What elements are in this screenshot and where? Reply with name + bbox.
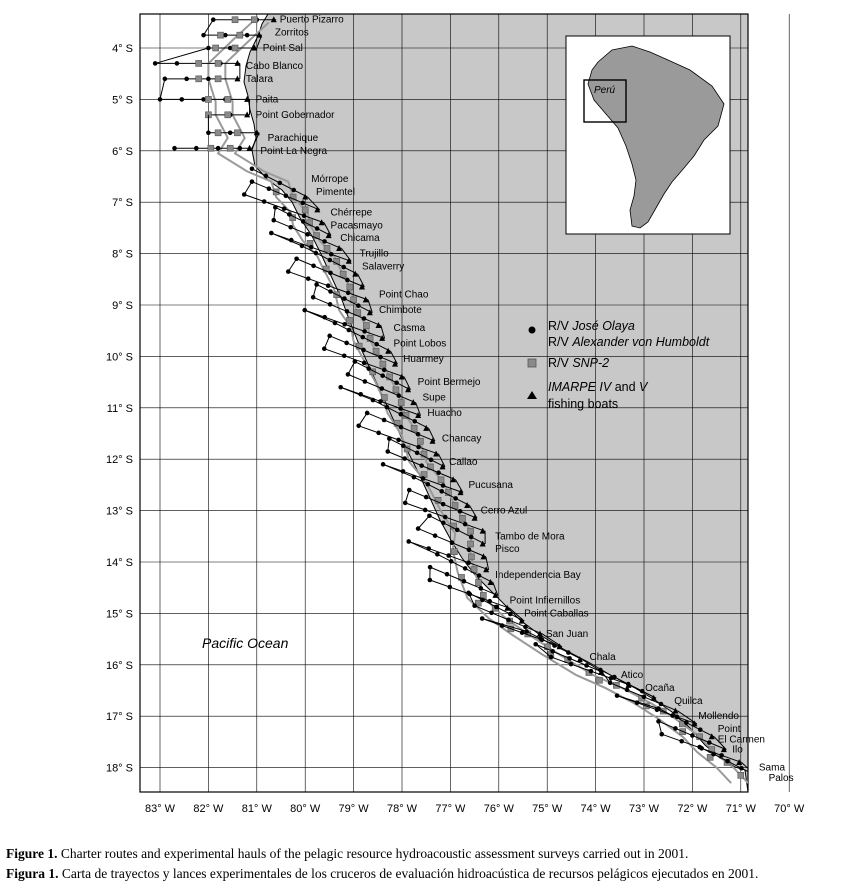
- lat-tick-label: 11° S: [107, 403, 133, 415]
- place-label: Chicama: [340, 233, 380, 244]
- legend-square-symbol: [527, 358, 537, 368]
- place-label: Huarmey: [403, 354, 444, 365]
- place-label: Trujillo: [360, 249, 390, 260]
- lat-tick-label: 6° S: [112, 146, 133, 158]
- place-label: Atico: [621, 670, 644, 681]
- inset-peru-label: Perú: [594, 85, 616, 96]
- lon-tick-label: 80° W: [290, 803, 321, 815]
- place-label: El Carmen: [718, 734, 765, 745]
- legend-humboldt: R/V Alexander von Humboldt: [548, 335, 710, 349]
- place-label: Palos: [769, 773, 794, 784]
- lon-tick-label: 83° W: [145, 803, 176, 815]
- lat-tick-label: 17° S: [106, 711, 133, 723]
- caption-spanish-label: Figura 1.: [6, 866, 59, 881]
- place-label: Callao: [449, 457, 478, 468]
- lon-tick-label: 81° W: [242, 803, 273, 815]
- caption-english: Figure 1. Charter routes and experimenta…: [6, 846, 688, 862]
- lon-tick-label: 73° W: [629, 803, 660, 815]
- place-label: San Juan: [546, 629, 588, 640]
- caption-spanish-text: Carta de trayectos y lances experimental…: [58, 866, 759, 881]
- peru-inset-box: [583, 79, 627, 123]
- place-label: Point Lobos: [393, 339, 446, 350]
- lat-tick-label: 13° S: [106, 506, 133, 518]
- place-label: Salaverry: [362, 261, 404, 272]
- lat-tick-label: 9° S: [112, 300, 133, 312]
- place-label: Sama: [759, 763, 786, 774]
- place-label: Pimentel: [316, 187, 355, 198]
- lon-tick-label: 82° W: [193, 803, 224, 815]
- place-label: Point Gobernador: [256, 110, 336, 121]
- lon-tick-label: 72° W: [677, 803, 708, 815]
- place-label: Huacho: [427, 408, 462, 419]
- place-label: Zorritos: [275, 28, 309, 39]
- place-label: Ocaña: [645, 683, 675, 694]
- place-label: Pacasmayo: [331, 220, 384, 231]
- lat-tick-label: 18° S: [106, 763, 133, 775]
- lat-tick-label: 12° S: [106, 454, 133, 466]
- lat-tick-label: 14° S: [106, 557, 133, 569]
- south-america-shape: [587, 45, 725, 229]
- legend-snp2: R/V SNP-2: [548, 356, 609, 370]
- place-label: Point Infiernillos: [510, 596, 581, 607]
- place-label: Chala: [590, 652, 617, 663]
- lat-tick-label: 15° S: [106, 608, 133, 620]
- place-label: Point Sal: [263, 43, 303, 54]
- legend-triangle-symbol: [527, 391, 537, 399]
- place-label: Mórrope: [311, 174, 349, 185]
- map-frame: [139, 13, 749, 793]
- legend: R/V José Olaya R/V Alexander von Humbold…: [527, 319, 710, 411]
- place-label: Puerto Pizarro: [280, 15, 344, 26]
- place-label: Quilca: [674, 696, 703, 707]
- lat-tick-label: 7° S: [112, 197, 133, 209]
- lon-tick-label: 77° W: [435, 803, 466, 815]
- ocean-label: Pacific Ocean: [202, 635, 289, 651]
- place-label: Cabo Blanco: [246, 61, 304, 72]
- lon-tick-label: 75° W: [532, 803, 563, 815]
- place-label: Point: [718, 724, 741, 735]
- place-label: Chancay: [442, 434, 481, 445]
- place-label: Point Chao: [379, 290, 429, 301]
- place-label: Point Caballas: [524, 608, 588, 619]
- place-label: Casma: [393, 323, 425, 334]
- place-label: Cerro Azul: [481, 506, 528, 517]
- lon-tick-label: 76° W: [484, 803, 515, 815]
- lon-tick-label: 71° W: [726, 803, 757, 815]
- place-label: Chimbote: [379, 305, 422, 316]
- legend-olaya: R/V José Olaya: [548, 319, 635, 333]
- inset-map: Perú: [565, 35, 731, 235]
- place-label: Paita: [256, 94, 279, 105]
- place-label: Independencia Bay: [495, 570, 581, 581]
- caption-english-label: Figure 1.: [6, 846, 58, 861]
- place-label: Tambo de Mora: [495, 531, 565, 542]
- legend-fishing-boats: fishing boats: [548, 397, 618, 411]
- place-label: Ilo: [732, 745, 743, 756]
- lat-tick-label: 8° S: [112, 249, 133, 261]
- place-label: Chérrepe: [331, 207, 373, 218]
- lat-tick-label: 16° S: [106, 660, 133, 672]
- lat-tick-label: 4° S: [112, 43, 133, 55]
- legend-imarpe: IMARPE IV and V: [548, 380, 649, 394]
- place-label: Supe: [423, 393, 447, 404]
- caption-english-text: Charter routes and experimental hauls of…: [57, 846, 689, 861]
- place-label: Parachique: [268, 133, 319, 144]
- lon-tick-label: 79° W: [339, 803, 370, 815]
- lon-tick-label: 74° W: [581, 803, 612, 815]
- survey-map: Puerto Pizarro Zorritos Point Sal Cabo Blan…: [106, 13, 805, 815]
- place-label: Mollendo: [698, 711, 739, 722]
- survey-routes: [152, 16, 748, 784]
- place-label: Point La Negra: [260, 146, 327, 157]
- place-label: Talara: [246, 74, 274, 85]
- caption-spanish: Figura 1. Carta de trayectos y lances ex…: [6, 866, 758, 882]
- lat-tick-label: 5° S: [112, 94, 133, 106]
- axis-ticks: 4° S 5° S 6° S 7° S 8° S 9° S 10° S 11° S 12° S 1…: [106, 43, 805, 815]
- lon-tick-label: 70° W: [774, 803, 805, 815]
- place-label: Pucusana: [469, 480, 514, 491]
- lon-tick-label: 78° W: [387, 803, 418, 815]
- place-labels: Puerto Pizarro Zorritos Point Sal Cabo Blan…: [246, 15, 794, 784]
- legend-circle-symbol: [528, 326, 536, 334]
- lat-tick-label: 10° S: [106, 351, 133, 363]
- place-label: Point Bermejo: [418, 377, 481, 388]
- place-label: Pisco: [495, 544, 520, 555]
